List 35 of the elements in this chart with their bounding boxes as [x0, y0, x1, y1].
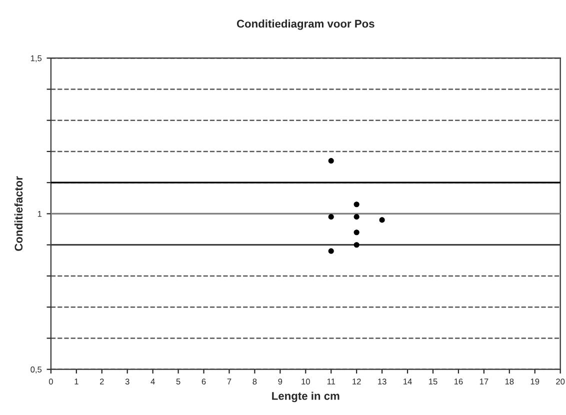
- x-axis-title: Lengte in cm: [272, 392, 340, 402]
- point: [328, 248, 334, 254]
- y-tick-label: 1,5: [30, 55, 42, 62]
- x-tick-label: 1: [74, 378, 78, 384]
- x-tick-label: 18: [505, 378, 514, 384]
- point: [354, 202, 360, 208]
- y-tick-label: 1: [38, 211, 42, 217]
- x-tick-label: 0: [48, 378, 53, 384]
- point: [354, 242, 360, 248]
- point: [328, 158, 334, 164]
- x-tick-label: 12: [352, 378, 361, 384]
- y-axis-title: Conditiefactor: [14, 176, 23, 251]
- x-tick-label: 15: [428, 378, 438, 384]
- x-tick-label: 14: [404, 378, 412, 384]
- x-tick-label: 8: [252, 378, 257, 384]
- x-tick-label: 9: [278, 378, 282, 384]
- x-tick-label: 7: [227, 378, 232, 384]
- x-tick-label: 4: [150, 378, 155, 384]
- x-tick-label: 11: [327, 378, 336, 384]
- x-tick-label: 10: [302, 378, 310, 384]
- y-tick-label: 0,5: [30, 366, 42, 374]
- x-tick-label: 16: [454, 378, 463, 384]
- point: [354, 230, 360, 236]
- point: [328, 214, 334, 220]
- x-tick-label: 3: [125, 378, 130, 384]
- chart-title: Conditiediagram voor Pos: [236, 19, 374, 30]
- x-tick-label: 17: [480, 378, 488, 384]
- x-tick-label: 6: [202, 378, 206, 384]
- x-tick-label: 5: [176, 378, 180, 384]
- x-tick-label: 20: [556, 378, 565, 384]
- point: [379, 217, 385, 223]
- x-tick-label: 2: [100, 378, 104, 384]
- point: [354, 214, 360, 220]
- x-tick-label: 19: [530, 378, 540, 384]
- x-tick-label: 13: [378, 378, 386, 384]
